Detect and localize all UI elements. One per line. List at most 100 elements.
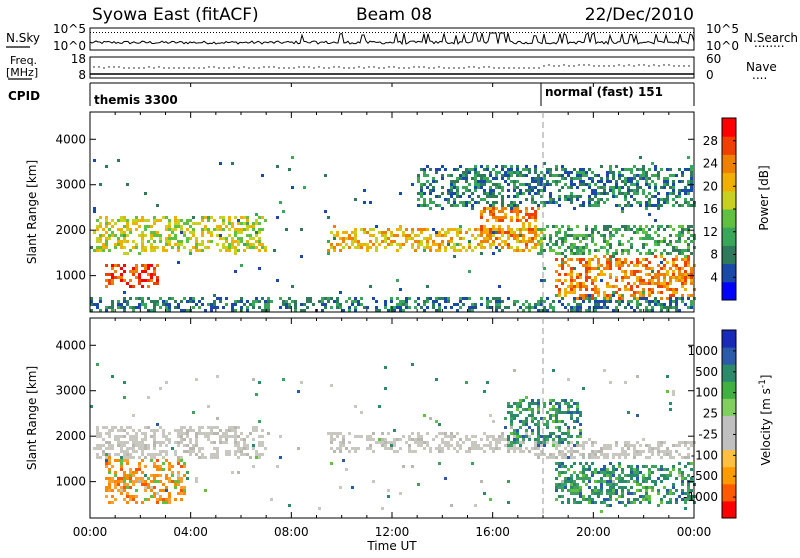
velocity-cell [570,447,573,450]
power-cell [630,288,633,291]
power-cell [258,300,261,303]
velocity-cell [231,435,234,438]
velocity-cell [570,399,573,402]
power-cell [654,255,657,258]
power-cell [468,195,471,198]
velocity-cell [240,450,243,453]
power-cell [618,204,621,207]
velocity-cell [159,480,162,483]
power-cell [621,234,624,237]
velocity-cell [111,444,114,447]
power-cell [117,306,120,309]
velocity-cell [348,450,351,453]
power-cell [651,180,654,183]
velocity-cell [141,441,144,444]
power-cell [153,282,156,285]
power-cell [168,303,171,306]
power-cell [450,246,453,249]
velocity-cell [330,447,333,450]
power-cell [675,267,678,270]
power-cell [153,222,156,225]
power-cell [603,300,606,303]
power-cell [621,174,624,177]
power-cell [270,300,273,303]
power-cell [663,264,666,267]
velocity-cell [549,399,552,402]
power-cell [141,279,144,282]
power-cell [438,234,441,237]
power-cell [645,297,648,300]
power-cell [651,279,654,282]
power-cell [483,231,486,234]
power-cell [660,297,663,300]
nsky-ytick-top: 10^5 [53,22,86,36]
power-cell [690,177,693,180]
power-scatter-cell [432,228,435,231]
velocity-cell [348,441,351,444]
power-cell [612,195,615,198]
power-cell [636,228,639,231]
velocity-cell [579,432,582,435]
velocity-cell [171,471,174,474]
power-cell [564,279,567,282]
velocity-cell [606,504,609,507]
velocity-cell [210,426,213,429]
power-cell [633,270,636,273]
power-cell [510,171,513,174]
power-cell [561,165,564,168]
velocity-cell [237,426,240,429]
power-cell [189,219,192,222]
power-cell [510,234,513,237]
velocity-cell [663,450,666,453]
power-cell [426,246,429,249]
power-cell [597,174,600,177]
power-cell [621,243,624,246]
power-cell [573,300,576,303]
velocity-cell [108,477,111,480]
power-cell [633,291,636,294]
power-cell [255,246,258,249]
power-cell [108,279,111,282]
power-cell [225,303,228,306]
power-cell [177,246,180,249]
power-cell [114,276,117,279]
power-cell [591,177,594,180]
power-cell [294,303,297,306]
power-cell [663,177,666,180]
power-cell [558,294,561,297]
power-cell [507,246,510,249]
velocity-cell [567,426,570,429]
power-cell [117,219,120,222]
power-cell [486,228,489,231]
velocity-cell [621,447,624,450]
power-cell [459,165,462,168]
power-cell [489,234,492,237]
power-cell [333,249,336,252]
power-cell [261,246,264,249]
power-cell [375,300,378,303]
velocity-cell [237,450,240,453]
velocity-cell [195,435,198,438]
power-cell [678,231,681,234]
velocity-cell [546,438,549,441]
power-cell [471,192,474,195]
power-cell [513,207,516,210]
power-cell [630,243,633,246]
velocity-cell [567,432,570,435]
power-cell [162,216,165,219]
power-cell [321,303,324,306]
power-scatter-cell [300,228,303,231]
power-cell [450,180,453,183]
velocity-cell [183,465,186,468]
power-cell [516,210,519,213]
power-cell [630,285,633,288]
power-cell [105,216,108,219]
power-cell [495,177,498,180]
power-cell [582,300,585,303]
velocity-cell [576,408,579,411]
nsky-series [90,33,694,47]
power-colorbar-swatch [722,191,736,210]
power-cell [246,219,249,222]
power-scatter-cell [213,294,216,297]
velocity-cell [123,489,126,492]
